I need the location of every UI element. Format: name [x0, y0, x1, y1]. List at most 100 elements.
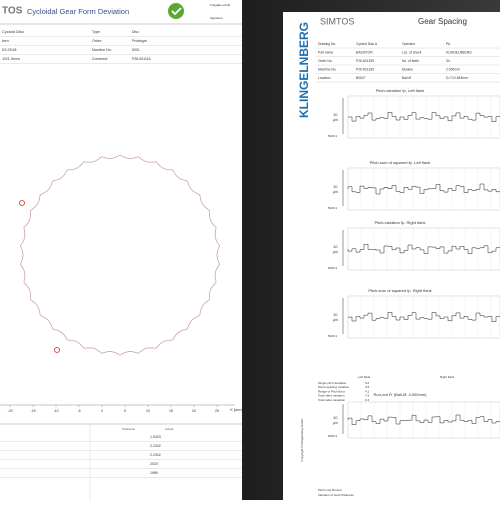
scale: 10: [333, 112, 338, 117]
table-value: 1.9423: [150, 435, 161, 439]
row-label: Worst spacing variation: [318, 385, 349, 389]
info-label: Type:: [92, 30, 101, 34]
check-mark: [171, 7, 182, 16]
left-page: [0, 0, 242, 500]
tick-label: 15: [169, 409, 173, 413]
tick-label: 20: [192, 409, 196, 413]
scale: 10: [333, 415, 338, 420]
info-cell: Location: [318, 76, 331, 80]
tick-label: -15: [30, 409, 35, 413]
row-label: Variation of tooth thickness: [318, 493, 354, 497]
info-cell: 2.000mm: [446, 67, 460, 71]
tick-label: 25: [215, 409, 219, 413]
info-cell: P26-601339: [356, 59, 374, 63]
trace: [347, 183, 500, 195]
marker: [19, 200, 25, 206]
row-label: Single pitch deviation: [318, 381, 347, 385]
row-value: 6.4: [365, 398, 370, 402]
chart-title: Pitch-sum of squared fp, Right flank: [368, 288, 431, 293]
unit: μm: [333, 421, 338, 425]
table-value: 2.2342: [150, 453, 161, 457]
trace: [347, 243, 500, 255]
info-value: 5001: [132, 48, 140, 52]
unit: μm: [333, 318, 338, 322]
info-cell: Module: [402, 67, 413, 71]
info-cell: Operator: [402, 42, 416, 46]
ratio: 5000:1: [328, 134, 338, 138]
trace: [348, 112, 500, 122]
info-cell: B0627: [356, 76, 366, 80]
gear-outline: [20, 154, 220, 356]
info-value: 10/1.0mm: [2, 56, 20, 61]
info-label: Comment:: [92, 57, 108, 61]
chart-title: Pitch-variation fp, Left flank: [376, 88, 424, 93]
unit: μm: [333, 190, 338, 194]
trace: [347, 414, 500, 425]
info-cell: 34: [446, 59, 450, 63]
x-label: X [mm]: [230, 407, 243, 412]
scale: 10: [333, 244, 338, 249]
info-value: P26-601116: [132, 57, 151, 61]
chart-title: Pitch-variation fp, Right flank: [375, 220, 426, 225]
tick-label: 5: [124, 409, 126, 413]
info-value: tom: [2, 38, 9, 43]
column-head: Actual: [165, 427, 174, 431]
marker: [54, 347, 60, 353]
table-value: 2020: [150, 462, 158, 466]
info-cell: P26-601339: [356, 67, 374, 71]
info-cell: Ball Ø: [402, 76, 411, 80]
info-value: 03.2018: [2, 47, 17, 52]
check-icon: [168, 3, 184, 19]
copyright: Copyright © Klingelnberg GmbH: [300, 419, 304, 462]
release: Freigabe erteilt: [210, 3, 230, 7]
runout-title: Run-out Fr (Ball-Ø: 4.000mm): [374, 392, 428, 397]
info-cell: Cycloid Disc A: [356, 42, 378, 46]
unit: μm: [333, 250, 338, 254]
doc-title: Cycloidal Gear Form Deviation: [27, 7, 129, 16]
info-value: Cycloid Disc: [2, 29, 24, 34]
info-cell: No. of teeth: [402, 59, 419, 63]
info-cell: Machine No.: [318, 67, 337, 71]
info-value: Prototype: [132, 39, 147, 43]
info-cell: KLINGELNBERG: [446, 50, 472, 54]
ratio: 5000:1: [328, 334, 338, 338]
info-label: Order:: [92, 39, 102, 43]
chart-title: Pitch-sum of squared fp, Left flank: [370, 160, 431, 165]
info-cell: D=712.833mm: [446, 76, 468, 80]
doc-title: Gear Spacing: [418, 17, 467, 26]
row-label: Total index deviation: [318, 398, 346, 402]
ratio: 5000:1: [328, 266, 338, 270]
tick-label: 0: [101, 409, 103, 413]
right-page: [283, 12, 500, 500]
info-cell: PA: [446, 42, 451, 46]
info-cell: Part name: [318, 50, 333, 54]
logo: TOS: [2, 6, 23, 17]
scale: 10: [333, 184, 338, 189]
info-value: Disc: [132, 30, 139, 34]
tick-label: -10: [53, 409, 58, 413]
tick-label: 10: [146, 409, 150, 413]
tick-label: -5: [77, 409, 80, 413]
trace: [347, 312, 500, 322]
info-cell: Order No.: [318, 59, 333, 63]
row-value: 7.5: [365, 394, 370, 398]
ratio: 5000:1: [328, 434, 338, 438]
row-label: Total index variation: [318, 394, 345, 398]
row-label: Pitch Line Runout: [318, 488, 342, 492]
info-cell: Drawing No.: [318, 42, 336, 46]
scale: 10: [333, 312, 338, 317]
row-label: Range of Pitch Error: [318, 389, 345, 393]
row-value: 4.1: [365, 389, 370, 393]
brand: KLINGELNBERG: [297, 22, 311, 118]
column-head: Tolerance: [122, 427, 135, 431]
logo: SIMTOS: [320, 16, 354, 26]
info-cell: BASISTOR: [356, 50, 373, 54]
info-cell: Loc. of check: [402, 50, 422, 54]
row-value: 5.0: [365, 381, 370, 385]
info-label: Machine No:: [92, 48, 112, 52]
table-value: 1989: [150, 471, 158, 475]
table-value: 2.2342: [150, 444, 161, 448]
unit: μm: [333, 118, 338, 122]
signature: Signature: [210, 16, 223, 20]
